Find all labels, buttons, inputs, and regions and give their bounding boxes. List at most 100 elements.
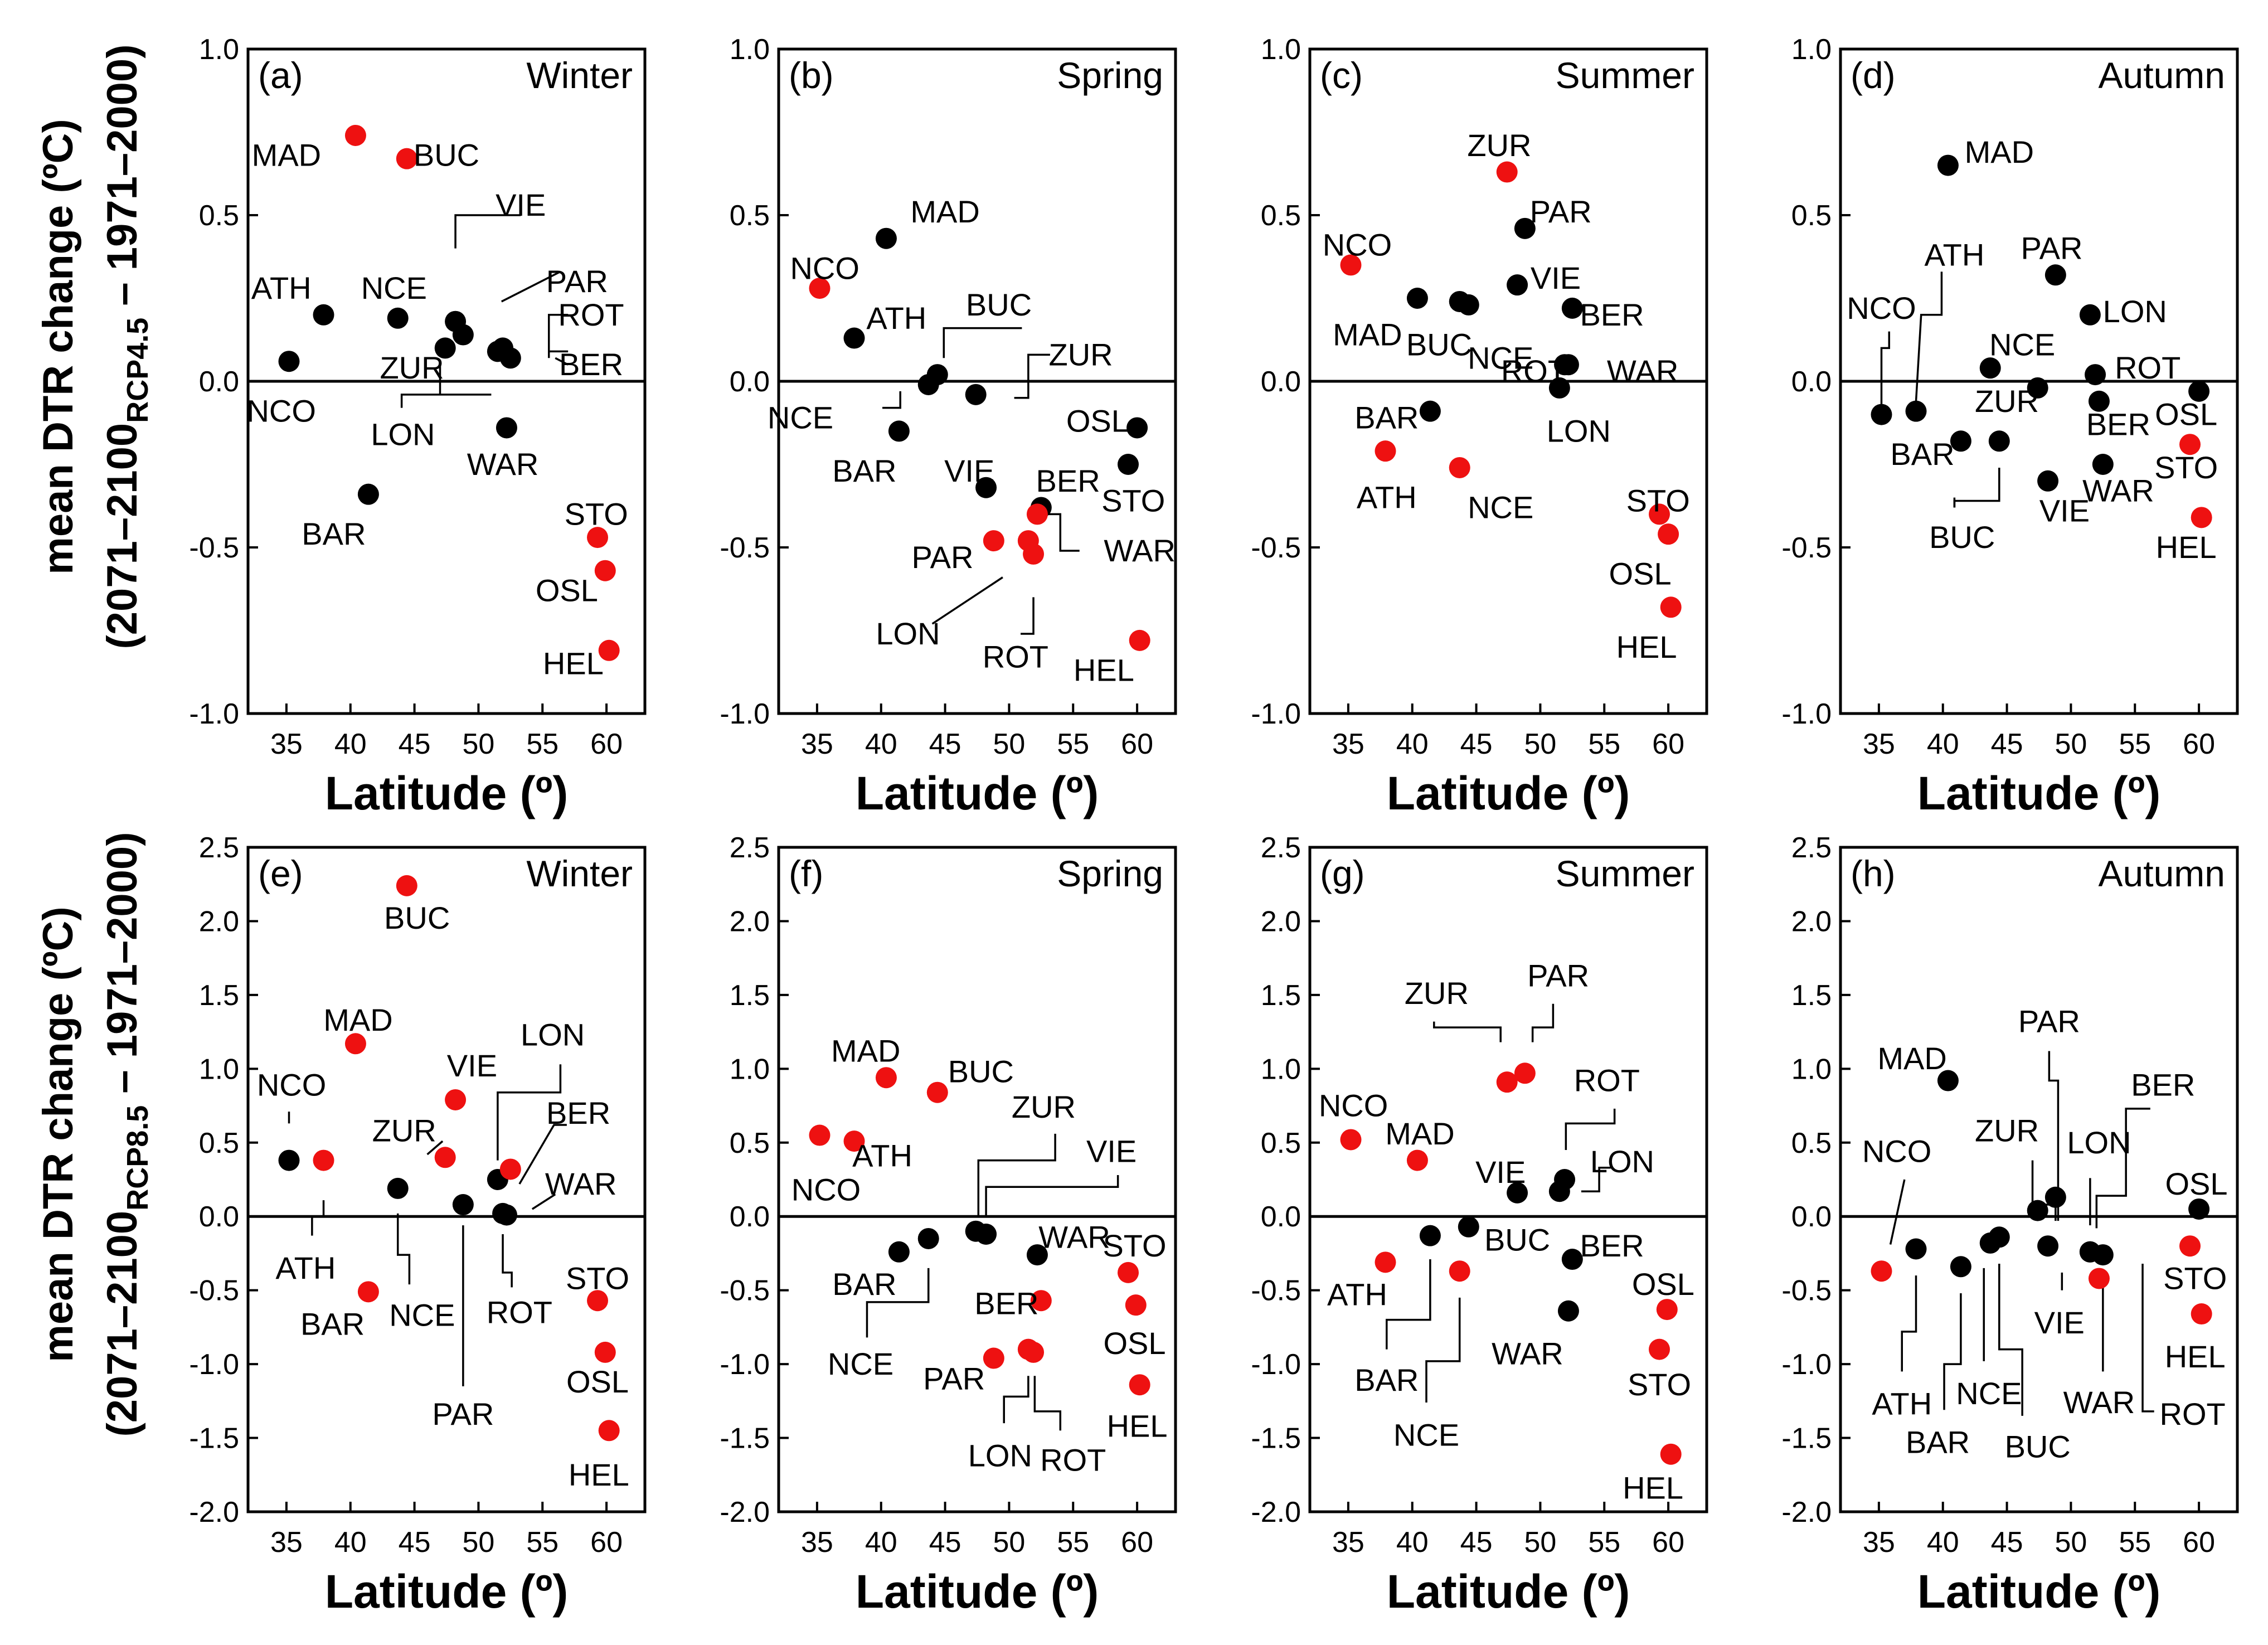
label-nce: NCE: [1956, 1376, 2022, 1411]
x-tick-label: 40: [865, 1526, 897, 1559]
panel-d: -1.0 -0.5 0.0 0.5 1.0 35 40 45 50 55 60 Latitude (º…: [1781, 33, 2239, 819]
x-axis-label: Latitude (º): [325, 1565, 569, 1618]
x-tick-label: 40: [1396, 1526, 1429, 1559]
point-nce: [917, 1227, 939, 1249]
point-sto: [1118, 1261, 1139, 1283]
point-vie: [2037, 1235, 2059, 1257]
plot-frame: [1839, 846, 2239, 1513]
leader-line: [2048, 1051, 2060, 1221]
leader-line: [1901, 1275, 1917, 1372]
label-vie: VIE: [1086, 1134, 1137, 1169]
x-axis-label: Latitude (º): [1917, 767, 2161, 819]
label-ath: ATH: [275, 1250, 336, 1285]
panel-a: -1.0 -0.5 0.0 0.5 1.0 35 40 45 50 55 60 Latitude (º…: [189, 33, 647, 819]
point-ber: [499, 1158, 521, 1180]
point-lon: [1548, 377, 1570, 399]
y-tick-label: 1.5: [199, 979, 239, 1012]
label-nce: NCE: [768, 400, 833, 435]
y-tick-label: -1.0: [720, 698, 770, 730]
plot-frame: [777, 846, 1177, 1513]
point-zur: [2027, 377, 2048, 399]
point-mad: [1937, 1070, 1959, 1091]
point-rot: [2088, 1268, 2110, 1289]
label-ath: ATH: [1327, 1277, 1387, 1312]
point-hel: [2191, 507, 2212, 528]
point-lon: [487, 341, 508, 362]
y-tick-label: 2.0: [199, 905, 239, 938]
point-mad: [344, 1033, 366, 1055]
point-mad: [875, 227, 897, 249]
label-nco: NCO: [1319, 1088, 1388, 1123]
y-tick-label: -0.5: [189, 532, 239, 564]
y-tick-label: 2.0: [1791, 905, 1832, 938]
y-tick-label: 0.0: [1261, 366, 1301, 398]
y-tick-label: -1.0: [189, 1348, 239, 1381]
label-par: PAR: [1527, 958, 1589, 993]
point-osl: [2188, 380, 2210, 402]
leader-line: [1889, 1179, 1906, 1245]
y-tick-label: -1.5: [720, 1423, 770, 1455]
label-hel: HEL: [2165, 1339, 2226, 1374]
label-bar: BAR: [1354, 1362, 1419, 1397]
label-par: PAR: [923, 1361, 985, 1396]
label-nce: NCE: [1393, 1417, 1459, 1452]
ylabel-bottom-line1: mean DTR change (ºC): [35, 906, 82, 1362]
season-label: Summer: [1556, 55, 1694, 96]
label-nce: NCE: [389, 1298, 455, 1333]
point-sto: [2179, 1235, 2201, 1257]
label-nco: NCO: [1847, 290, 1916, 326]
point-rot: [2085, 364, 2106, 386]
label-rot: ROT: [558, 297, 624, 332]
label-mad: MAD: [1333, 317, 1402, 352]
point-bar: [357, 483, 379, 505]
x-tick-label: 45: [1460, 1526, 1493, 1559]
y-tick-label: -1.0: [1781, 1348, 1832, 1381]
label-par: PAR: [1530, 194, 1592, 229]
point-hel: [1129, 1374, 1150, 1396]
point-osl: [594, 1341, 616, 1363]
label-sto: STO: [2154, 450, 2218, 485]
x-tick-label: 60: [1652, 728, 1684, 760]
ylabel-bottom-line2: (2071–2100RCP8.5 – 1971–2000): [99, 832, 154, 1437]
label-rot: ROT: [487, 1294, 552, 1329]
point-par: [1514, 1062, 1536, 1084]
label-osl: OSL: [2155, 397, 2217, 432]
label-bar: BAR: [300, 1307, 365, 1342]
label-ath: ATH: [1924, 237, 1984, 273]
point-ath: [843, 1130, 865, 1152]
label-war: WAR: [1104, 533, 1176, 568]
label-nco: NCO: [790, 250, 859, 285]
label-war: WAR: [467, 447, 539, 482]
y-tick-label: -2.0: [189, 1496, 239, 1528]
season-label: Autumn: [2099, 853, 2225, 894]
y-tick-label: 1.0: [1791, 1053, 1832, 1085]
x-tick-label: 55: [526, 1526, 558, 1559]
y-tick-label: 0.0: [730, 1201, 770, 1233]
point-nce: [1449, 1260, 1470, 1282]
point-war2: [2088, 390, 2110, 412]
leader-line: [501, 270, 561, 303]
y-tick-label: -0.5: [720, 532, 770, 564]
label-rot: ROT: [1574, 1063, 1640, 1098]
point-sto: [1649, 1338, 1670, 1360]
y-tick-label: 2.5: [199, 832, 239, 864]
leader-line: [931, 576, 1003, 625]
label-sto: STO: [1626, 483, 1690, 518]
point-sto: [587, 527, 609, 549]
label-buc: BUC: [414, 138, 479, 173]
point-nco: [278, 1149, 300, 1171]
leader-line: [1581, 1167, 1611, 1192]
y-tick-label: -1.5: [189, 1423, 239, 1455]
label-war: WAR: [545, 1166, 617, 1201]
x-axis-label: Latitude (º): [856, 767, 1099, 819]
panel-c: -1.0 -0.5 0.0 0.5 1.0 35 40 45 50 55 60 Latitude (º…: [1251, 33, 1708, 819]
x-tick-label: 60: [2183, 1526, 2215, 1559]
point-nco: [1871, 1260, 1892, 1282]
leader-line: [1386, 1259, 1431, 1350]
label-lon: LON: [2103, 294, 2167, 329]
x-tick-label: 35: [801, 728, 833, 760]
point-hel: [1129, 629, 1150, 651]
label-bar: BAR: [832, 453, 896, 488]
x-tick-label: 55: [2119, 728, 2151, 760]
label-war: WAR: [1038, 1219, 1110, 1254]
